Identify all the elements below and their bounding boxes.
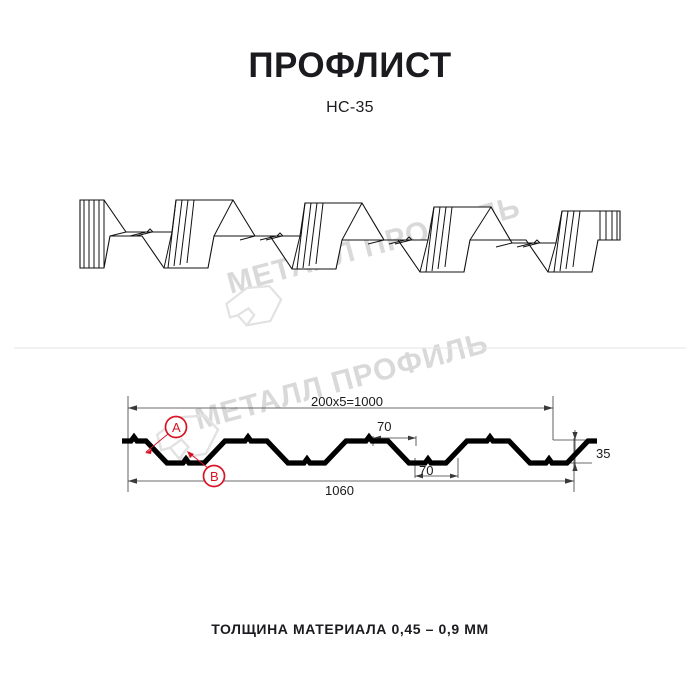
- dimension-arrowheads: [128, 405, 578, 484]
- dimension-profile-height: 35: [596, 446, 611, 461]
- callout-markers: [145, 415, 226, 488]
- callout-a-label: A: [172, 420, 181, 435]
- material-thickness-note: ТОЛЩИНА МАТЕРИАЛА 0,45 – 0,9 ММ: [211, 621, 489, 637]
- dimension-top-flange: 70: [377, 419, 392, 434]
- callout-b-label: B: [210, 469, 219, 484]
- isometric-fold-lines: [83, 199, 618, 273]
- dimension-bottom-flange: 70: [419, 463, 434, 478]
- page-header: ПРОФЛИСТ НС-35: [0, 48, 700, 116]
- dimension-overall-width: 1060: [325, 483, 354, 498]
- callout-a-circle: [164, 415, 188, 439]
- callout-a-leader: [145, 433, 169, 453]
- dimension-pitch-total: 200x5=1000: [311, 394, 383, 409]
- product-model-label: НС-35: [326, 99, 374, 116]
- callout-b-arrow: [187, 451, 194, 458]
- callout-b-circle: [202, 464, 226, 488]
- callout-a-arrow: [145, 449, 152, 454]
- cross-section-profile-path: [122, 432, 597, 466]
- isometric-sheet-body: [79, 199, 621, 273]
- page-title: ПРОФЛИСТ: [248, 46, 452, 85]
- dimension-lines: [127, 396, 592, 492]
